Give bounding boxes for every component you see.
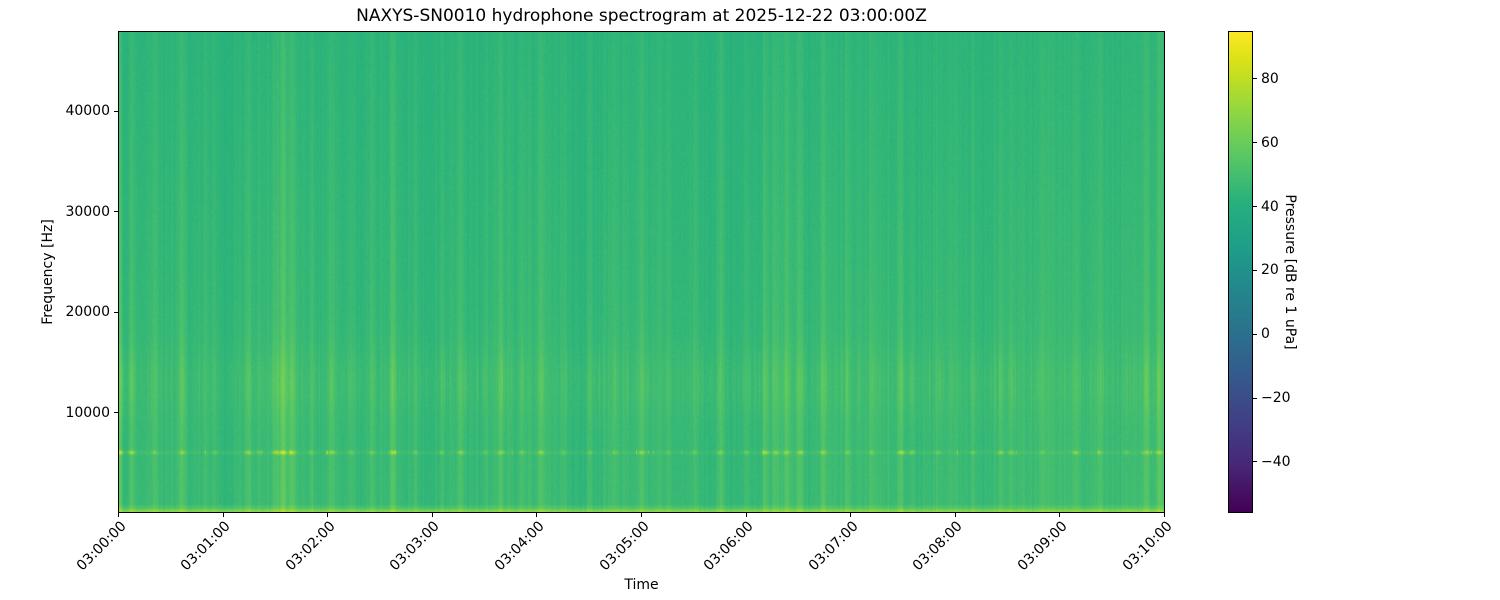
colorbar-tick-label: 60: [1261, 134, 1279, 151]
y-tick-mark: [114, 211, 118, 213]
y-tick-mark: [114, 311, 118, 313]
plot-area: [118, 31, 1165, 513]
x-tick-mark: [954, 513, 956, 517]
x-tick-mark: [536, 513, 538, 517]
colorbar-label: Pressure [dB re 1 uPa]: [1282, 194, 1298, 350]
y-tick-mark: [114, 412, 118, 414]
x-tick-mark: [641, 513, 642, 517]
y-tick-label: 10000: [65, 404, 110, 421]
colorbar-tick-label: 40: [1261, 198, 1279, 215]
y-tick-mark: [114, 110, 118, 112]
y-tick-label: 20000: [65, 304, 110, 321]
x-tick-mark: [745, 513, 747, 517]
x-tick-label: 03:00:00: [73, 518, 130, 575]
colorbar-tick-label: −20: [1261, 390, 1291, 407]
colorbar: [1228, 31, 1253, 513]
colorbar-tick-mark: [1253, 142, 1257, 144]
chart-title: NAXYS-SN0010 hydrophone spectrogram at 2…: [356, 6, 927, 26]
colorbar-tick-mark: [1253, 461, 1257, 463]
spectrogram-heatmap: [119, 32, 1164, 512]
x-tick-mark: [327, 513, 329, 517]
colorbar-tick-mark: [1253, 78, 1257, 80]
colorbar-tick-label: 20: [1261, 262, 1279, 279]
y-tick-label: 40000: [65, 103, 110, 120]
x-tick-mark: [431, 513, 433, 517]
x-tick-mark: [118, 513, 119, 517]
colorbar-tick-mark: [1253, 269, 1257, 271]
y-tick-label: 30000: [65, 203, 110, 220]
x-tick-mark: [1164, 513, 1165, 517]
x-tick-mark: [1059, 513, 1061, 517]
colorbar-tick-mark: [1253, 206, 1257, 208]
x-tick-mark: [222, 513, 224, 517]
colorbar-tick-label: −40: [1261, 453, 1291, 470]
x-axis-label: Time: [624, 577, 659, 593]
colorbar-tick-label: 80: [1261, 70, 1279, 87]
x-tick-mark: [850, 513, 852, 517]
colorbar-tick-label: 0: [1261, 326, 1270, 343]
colorbar-tick-mark: [1253, 333, 1257, 335]
colorbar-tick-mark: [1253, 397, 1257, 399]
colorbar-gradient: [1229, 32, 1252, 512]
